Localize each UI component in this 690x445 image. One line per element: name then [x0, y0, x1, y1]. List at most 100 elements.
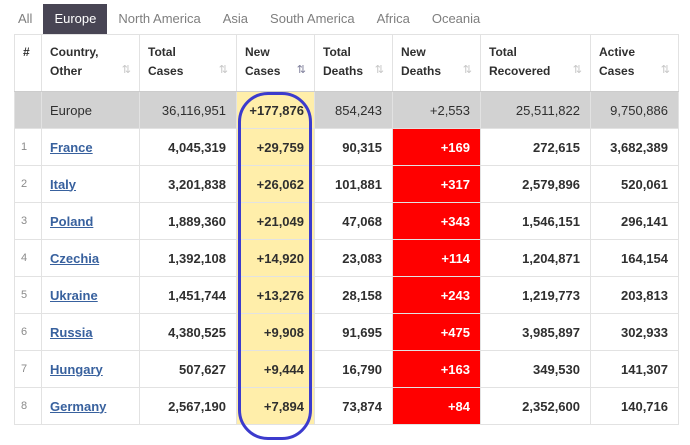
active-cases-cell: 302,933 [590, 313, 679, 351]
total-recovered-cell: 1,219,773 [480, 276, 591, 314]
column-header-country-other[interactable]: Country, Other ⇅ [41, 34, 140, 92]
total-recovered-cell: 2,352,600 [480, 387, 591, 425]
total-recovered-cell: 272,615 [480, 128, 591, 166]
country-cell: Italy [41, 165, 140, 203]
active-cases-cell: 296,141 [590, 202, 679, 240]
table-body: Europe 36,116,951 +177,876 854,243 +2,55… [14, 91, 679, 425]
sort-icon[interactable]: ⇅ [572, 64, 582, 77]
tab-north-america[interactable]: North America [118, 11, 201, 26]
active-cases-cell: 203,813 [590, 276, 679, 314]
total-cases-cell: 4,045,319 [139, 128, 237, 166]
country-link[interactable]: Italy [50, 176, 77, 192]
country-row: 6 Russia 4,380,525 +9,908 91,695 +475 3,… [14, 313, 679, 351]
total-cases-cell: 4,380,525 [139, 313, 237, 351]
active-cases-cell: 3,682,389 [590, 128, 679, 166]
column-header-line2: Other [50, 63, 83, 78]
country-cell: Ukraine [41, 276, 140, 314]
total-recovered-cell: 2,579,896 [480, 165, 591, 203]
sort-icon[interactable]: ⇅ [218, 64, 228, 77]
country-link[interactable]: Russia [50, 324, 93, 340]
column-header-line2: Deaths [323, 63, 364, 78]
country-cell: Poland [41, 202, 140, 240]
tab-asia[interactable]: Asia [222, 11, 249, 26]
tab-europe[interactable]: Europe [43, 4, 108, 34]
tab-oceania[interactable]: Oceania [431, 11, 481, 26]
column-header-total-deaths[interactable]: Total Deaths ⇅ [314, 34, 393, 92]
column-header-new-cases[interactable]: New Cases ⇅ [236, 34, 315, 92]
summary-rank-cell [14, 91, 42, 129]
total-cases-cell: 1,889,360 [139, 202, 237, 240]
column-header-line1: Total [323, 45, 351, 59]
country-row: 1 France 4,045,319 +29,759 90,315 +169 2… [14, 128, 679, 166]
covid-table: # Country, Other ⇅ Total Cases ⇅ New [14, 34, 679, 425]
total-deaths-cell: 101,881 [314, 165, 393, 203]
country-row: 7 Hungary 507,627 +9,444 16,790 +163 349… [14, 350, 679, 388]
column-header-total-cases[interactable]: Total Cases ⇅ [139, 34, 237, 92]
column-header-line2: Cases [599, 63, 635, 78]
column-header-line2: Cases [148, 63, 184, 78]
summary-total-cases: 36,116,951 [139, 91, 237, 129]
tab-all[interactable]: All [18, 11, 33, 26]
new-cases-cell: +21,049 [236, 202, 315, 240]
new-deaths-cell: +163 [392, 350, 481, 388]
total-recovered-cell: 1,546,151 [480, 202, 591, 240]
summary-new-deaths: +2,553 [392, 91, 481, 129]
country-row: 3 Poland 1,889,360 +21,049 47,068 +343 1… [14, 202, 679, 240]
sort-icon[interactable]: ⇅ [374, 64, 384, 77]
column-header-active-cases[interactable]: Active Cases ⇅ [590, 34, 679, 92]
total-cases-cell: 1,451,744 [139, 276, 237, 314]
column-header-line2: Deaths [401, 63, 442, 78]
column-header-line1: Total [148, 45, 176, 59]
column-header-: # [14, 34, 42, 92]
sort-icon[interactable]: ⇅ [462, 64, 472, 77]
country-cell: Hungary [41, 350, 140, 388]
new-deaths-cell: +114 [392, 239, 481, 277]
row-rank: 3 [14, 202, 42, 240]
tab-south-america[interactable]: South America [270, 11, 355, 26]
column-header-line1: New [245, 45, 270, 59]
country-row: 4 Czechia 1,392,108 +14,920 23,083 +114 … [14, 239, 679, 277]
summary-active-cases: 9,750,886 [590, 91, 679, 129]
sort-icon[interactable]: ⇅ [121, 64, 131, 77]
new-deaths-cell: +343 [392, 202, 481, 240]
column-header-line2: Recovered [489, 63, 551, 78]
country-link[interactable]: Czechia [50, 250, 100, 266]
column-header-total-recovered[interactable]: Total Recovered ⇅ [480, 34, 591, 92]
country-link[interactable]: Hungary [50, 361, 103, 377]
total-deaths-cell: 73,874 [314, 387, 393, 425]
column-header-line1: Country, [50, 45, 99, 59]
new-cases-cell: +7,894 [236, 387, 315, 425]
new-cases-cell: +26,062 [236, 165, 315, 203]
country-row: 8 Germany 2,567,190 +7,894 73,874 +84 2,… [14, 387, 679, 425]
total-cases-cell: 507,627 [139, 350, 237, 388]
country-row: 5 Ukraine 1,451,744 +13,276 28,158 +243 … [14, 276, 679, 314]
new-deaths-cell: +243 [392, 276, 481, 314]
active-cases-cell: 520,061 [590, 165, 679, 203]
column-header-line1: Active [599, 45, 636, 59]
new-cases-cell: +29,759 [236, 128, 315, 166]
row-rank: 2 [14, 165, 42, 203]
country-link[interactable]: Ukraine [50, 287, 98, 303]
country-link[interactable]: Germany [50, 398, 107, 414]
country-link[interactable]: Poland [50, 213, 94, 229]
row-rank: 8 [14, 387, 42, 425]
sort-icon[interactable]: ⇅ [296, 64, 306, 77]
country-link[interactable]: France [50, 139, 93, 155]
column-header-new-deaths[interactable]: New Deaths ⇅ [392, 34, 481, 92]
total-deaths-cell: 16,790 [314, 350, 393, 388]
country-cell: Czechia [41, 239, 140, 277]
header-row: # Country, Other ⇅ Total Cases ⇅ New [14, 34, 679, 92]
row-rank: 4 [14, 239, 42, 277]
total-deaths-cell: 28,158 [314, 276, 393, 314]
column-header-line1: # [23, 45, 30, 59]
new-cases-cell: +9,444 [236, 350, 315, 388]
column-header-line1: New [401, 45, 426, 59]
tab-africa[interactable]: Africa [376, 11, 410, 26]
sort-icon[interactable]: ⇅ [660, 64, 670, 77]
active-cases-cell: 140,716 [590, 387, 679, 425]
country-cell: Russia [41, 313, 140, 351]
total-deaths-cell: 90,315 [314, 128, 393, 166]
country-row: 2 Italy 3,201,838 +26,062 101,881 +317 2… [14, 165, 679, 203]
new-cases-cell: +9,908 [236, 313, 315, 351]
total-recovered-cell: 3,985,897 [480, 313, 591, 351]
